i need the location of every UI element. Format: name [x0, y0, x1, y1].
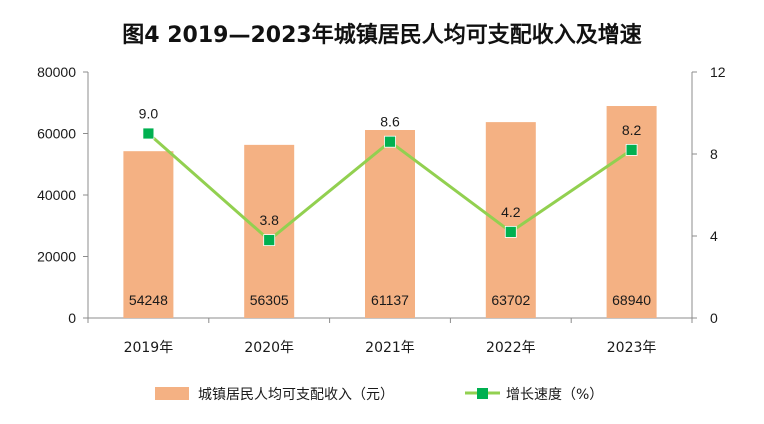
growth-marker-2023年	[625, 143, 638, 156]
y-left-tick-label: 40000	[37, 187, 76, 203]
x-tick-label: 2023年	[607, 340, 657, 356]
y-left-tick-label: 60000	[37, 126, 76, 142]
chart-title: 图4 2019—2023年城镇居民人均可支配收入及增速	[122, 22, 641, 48]
bar-value-label: 56305	[250, 292, 289, 308]
growth-marker-2021年	[384, 135, 396, 148]
legend: 城镇居民人均可支配收入（元） 增长速度（%）	[155, 387, 603, 403]
x-tick-label: 2019年	[124, 340, 174, 356]
legend-bar-swatch	[155, 387, 189, 400]
growth-line	[142, 127, 638, 247]
bar-2019年	[123, 151, 174, 318]
data-labels: 54248 56305 61137 63702 68940 9.0 3.8 8.6 4.2 8.2	[129, 106, 651, 309]
growth-marker-2020年	[263, 234, 276, 247]
bar-value-label: 54248	[129, 292, 168, 308]
line-value-label: 9.0	[139, 106, 159, 122]
y-left-tick-label: 80000	[37, 64, 76, 80]
y-left-tick-label: 20000	[37, 249, 76, 265]
bar-value-label: 68940	[612, 292, 651, 308]
bar-2020年	[244, 144, 295, 318]
x-tick-label: 2022年	[486, 340, 536, 356]
legend-line-marker	[477, 388, 488, 399]
y-right-tick-label: 4	[710, 228, 718, 244]
y-right-tick-label: 0	[710, 310, 718, 326]
bar-2021年	[365, 130, 415, 318]
y-right-tick-label: 8	[710, 146, 718, 162]
growth-marker-2022年	[504, 225, 517, 238]
bar-2023年	[606, 106, 657, 319]
x-tick-label: 2020年	[244, 340, 294, 356]
bars	[123, 106, 657, 319]
growth-marker-2019年	[142, 127, 155, 140]
legend-line-label: 增长速度（%）	[506, 387, 603, 403]
axes: 0 20000 40000 60000 80000 0 4 8 12 2019年 2020年 2021…	[37, 64, 726, 356]
x-tick-label: 2021年	[365, 340, 415, 356]
line-value-label: 8.2	[622, 122, 642, 138]
line-value-label: 4.2	[501, 204, 521, 220]
y-left-tick-label: 0	[68, 310, 76, 326]
line-value-label: 8.6	[380, 114, 400, 130]
line-value-label: 3.8	[259, 212, 279, 228]
bar-value-label: 61137	[371, 292, 409, 308]
y-right-tick-label: 12	[710, 64, 726, 80]
bar-value-label: 63702	[491, 292, 530, 308]
legend-bar-label: 城镇居民人均可支配收入（元）	[198, 387, 394, 403]
